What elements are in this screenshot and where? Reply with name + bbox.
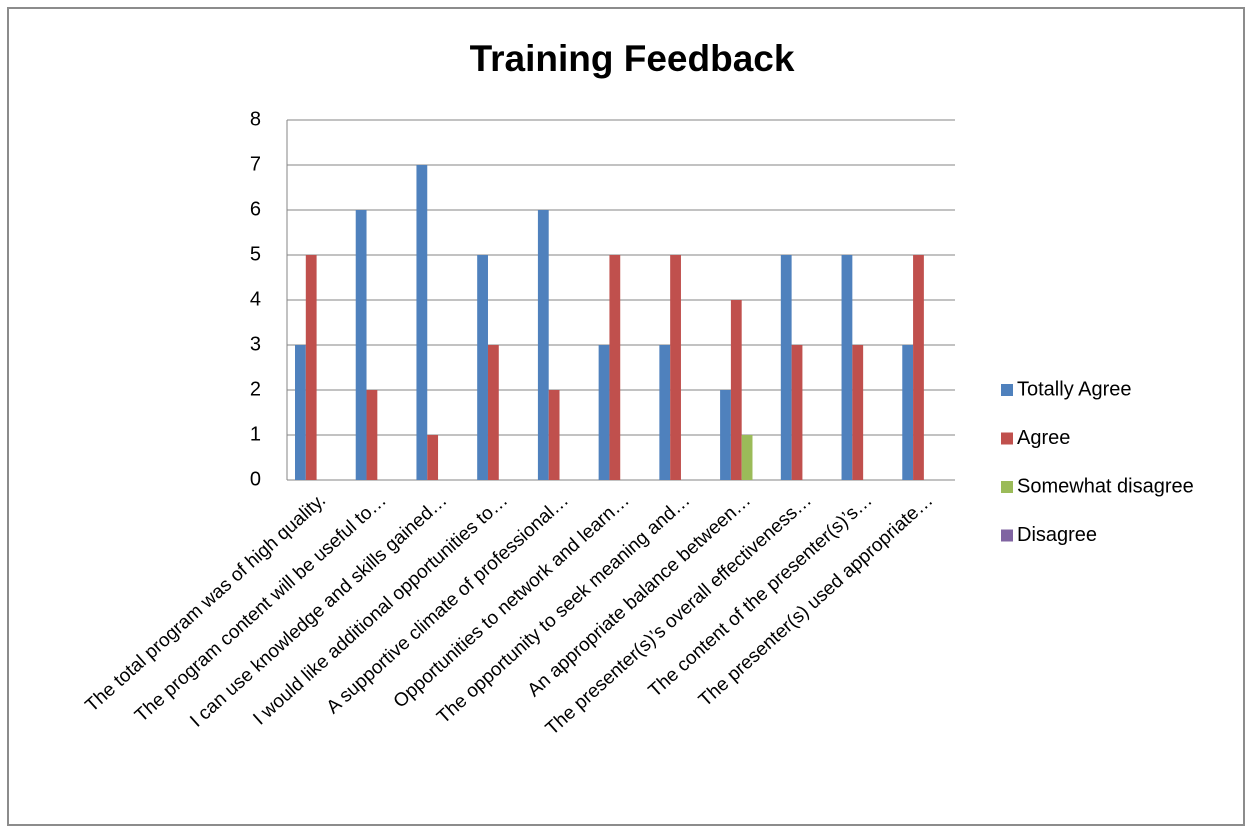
bar	[791, 345, 803, 480]
y-tick-label: 1	[250, 423, 261, 445]
bar	[416, 165, 428, 480]
y-tick-label: 2	[250, 378, 261, 400]
chart-title: Training Feedback	[470, 38, 795, 79]
bar	[670, 255, 681, 480]
bar	[902, 345, 914, 480]
bar	[295, 345, 306, 480]
bar	[741, 435, 753, 480]
bar	[366, 390, 378, 480]
bar	[852, 345, 864, 480]
bar	[427, 435, 439, 480]
bar	[355, 210, 367, 480]
legend-swatch	[1001, 432, 1013, 445]
bar	[659, 345, 671, 480]
bar	[548, 390, 560, 480]
bar	[730, 300, 742, 480]
bar	[487, 345, 499, 480]
bar	[609, 255, 621, 480]
legend-swatch	[1001, 529, 1013, 542]
legend-swatch	[1001, 384, 1013, 396]
bar	[780, 255, 792, 480]
bar	[537, 210, 549, 480]
bar	[720, 390, 731, 480]
y-tick-label: 8	[250, 108, 261, 130]
legend-label: Agree	[1017, 427, 1070, 449]
bar	[598, 345, 610, 480]
bar	[841, 255, 853, 480]
y-tick-label: 6	[250, 198, 261, 220]
chart-frame	[7, 7, 1245, 826]
legend-label: Somewhat disagree	[1017, 475, 1194, 497]
y-tick-label: 7	[250, 153, 261, 175]
legend-label: Totally Agree	[1017, 378, 1132, 400]
legend-swatch	[1001, 481, 1013, 493]
y-tick-label: 4	[250, 288, 261, 310]
bar	[913, 255, 924, 480]
y-tick-label: 0	[250, 468, 261, 490]
bar	[477, 255, 488, 480]
y-tick-label: 3	[250, 333, 261, 355]
bar	[305, 255, 317, 480]
legend-label: Disagree	[1017, 524, 1097, 546]
y-tick-label: 5	[250, 243, 261, 265]
